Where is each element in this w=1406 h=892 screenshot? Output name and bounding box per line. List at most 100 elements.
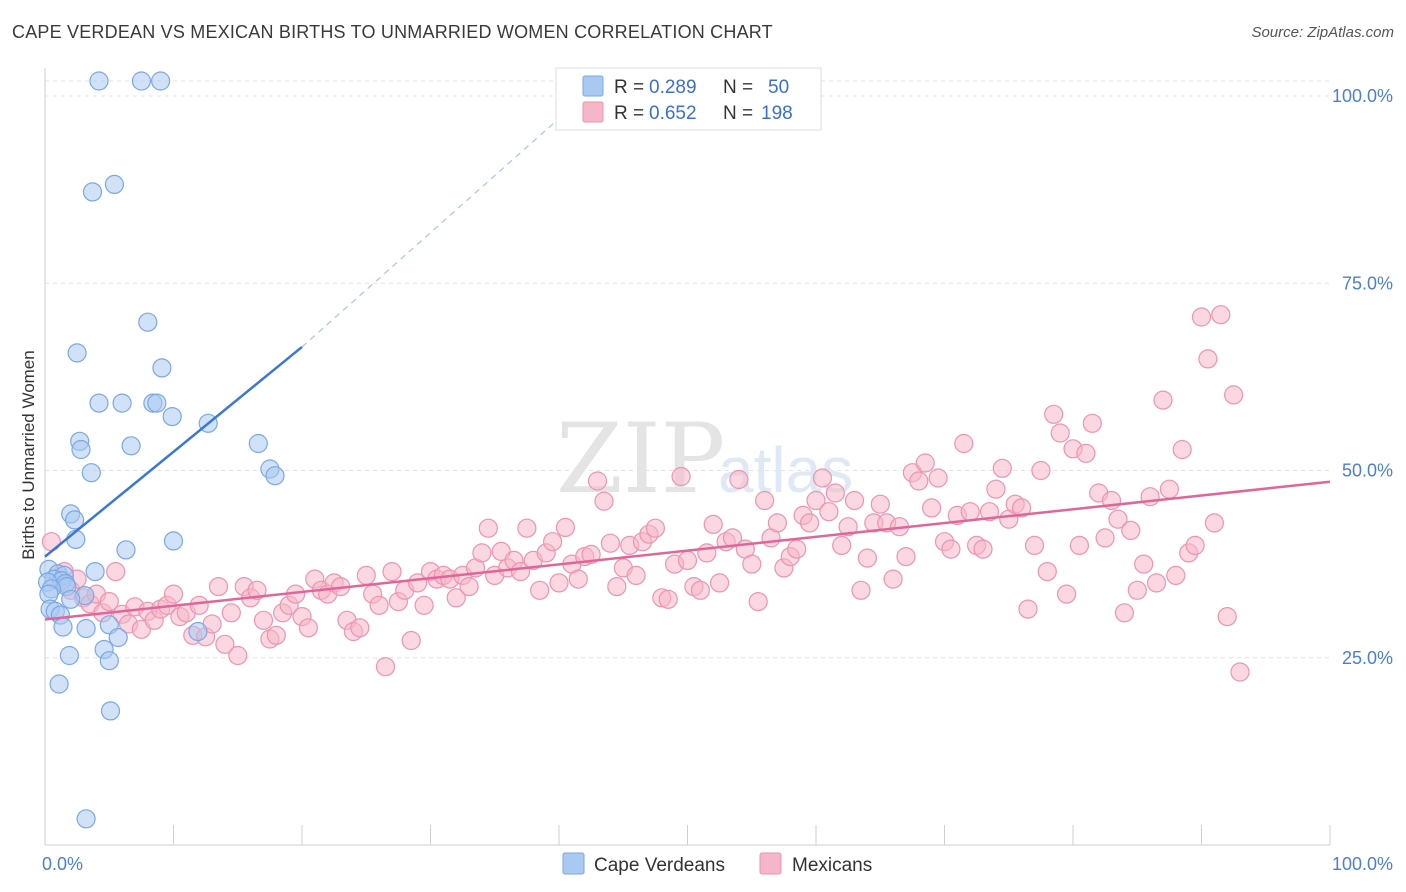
point-mexicans <box>851 580 871 600</box>
point-mexicans <box>896 546 916 567</box>
point-mexicans <box>1069 535 1090 556</box>
point-mexicans <box>870 494 890 514</box>
point-cape-verdeans <box>99 651 119 671</box>
point-mexicans <box>221 603 241 623</box>
point-cape-verdeans <box>151 71 171 91</box>
point-mexicans <box>247 580 267 600</box>
point-mexicans <box>1146 573 1167 593</box>
point-mexicans <box>1076 443 1096 463</box>
point-cape-verdeans <box>89 71 109 91</box>
point-mexicans <box>825 483 845 503</box>
point-mexicans <box>754 490 775 511</box>
point-mexicans <box>838 517 858 537</box>
y-tick-label: 25.0% <box>1342 648 1393 668</box>
point-mexicans <box>1044 404 1064 424</box>
point-mexicans <box>478 518 498 538</box>
point-mexicans <box>555 517 576 538</box>
axes <box>44 68 1331 846</box>
x-tick-label-min: 0.0% <box>42 854 83 874</box>
point-mexicans <box>690 580 711 600</box>
point-mexicans <box>941 539 961 559</box>
point-mexicans <box>1140 487 1160 507</box>
point-mexicans <box>369 595 389 615</box>
point-mexicans <box>446 588 466 608</box>
trend-line-cape-verdeans <box>44 345 303 558</box>
point-mexicans <box>819 502 839 522</box>
point-cape-verdeans <box>82 182 103 202</box>
point-cape-verdeans <box>76 809 96 829</box>
point-mexicans <box>1230 662 1250 682</box>
point-mexicans <box>228 645 248 666</box>
point-mexicans <box>677 550 698 571</box>
point-cape-verdeans <box>49 674 69 694</box>
point-cape-verdeans <box>81 463 101 483</box>
point-mexicans <box>1217 606 1237 627</box>
point-mexicans <box>530 580 550 600</box>
point-cape-verdeans <box>163 531 184 551</box>
legend-swatch-mexicans <box>582 101 604 123</box>
point-mexicans <box>542 532 563 552</box>
legend-r-value: 0.289 <box>649 77 697 98</box>
point-mexicans <box>1134 554 1154 574</box>
point-mexicans <box>1185 535 1205 556</box>
point-mexicans <box>266 625 286 645</box>
point-mexicans <box>356 565 376 586</box>
point-mexicans <box>729 469 749 490</box>
point-mexicans <box>697 543 717 563</box>
legend-n-value: 50 <box>768 77 789 98</box>
point-mexicans <box>1095 528 1115 548</box>
point-mexicans <box>799 513 820 533</box>
legend-swatch-cape-verdeans <box>562 852 585 875</box>
y-tick-labels: 25.0% 50.0% 75.0% 100.0% <box>1332 86 1393 668</box>
point-cape-verdeans <box>71 439 91 460</box>
point-cape-verdeans <box>116 540 136 560</box>
point-mexicans <box>709 573 730 593</box>
x-tick-label-max: 100.0% <box>1332 854 1393 874</box>
point-mexicans <box>472 543 492 563</box>
point-cape-verdeans <box>61 589 81 609</box>
legend-n-value: 198 <box>761 103 793 124</box>
point-mexicans <box>1031 460 1051 481</box>
point-mexicans <box>41 532 62 552</box>
point-cape-verdeans <box>59 645 80 666</box>
point-mexicans <box>382 561 402 582</box>
point-mexicans <box>1223 385 1244 405</box>
point-mexicans <box>549 573 569 593</box>
point-cape-verdeans <box>121 436 141 456</box>
point-mexicans <box>921 498 942 518</box>
y-tick-label: 50.0% <box>1342 461 1393 481</box>
point-mexicans <box>581 544 601 565</box>
point-mexicans <box>1204 513 1225 533</box>
point-cape-verdeans <box>152 358 172 378</box>
point-mexicans <box>414 595 434 615</box>
y-axis-title: Births to Unmarried Women <box>19 350 38 559</box>
point-mexicans <box>106 561 126 582</box>
point-mexicans <box>992 458 1012 478</box>
point-mexicans <box>748 591 768 612</box>
point-mexicans <box>767 513 788 533</box>
chart-title: CAPE VERDEAN VS MEXICAN BIRTHS TO UNMARR… <box>12 22 773 42</box>
correlation-legend: R = 0.289 N = 50 R = 0.652 N = 198 <box>555 67 822 131</box>
point-mexicans <box>928 468 948 488</box>
legend-r-label: R = <box>614 103 644 124</box>
point-cape-verdeans <box>85 561 105 582</box>
point-mexicans <box>600 533 621 553</box>
point-cape-verdeans <box>76 618 96 639</box>
point-mexicans <box>658 589 678 609</box>
point-mexicans <box>883 569 903 589</box>
trend-extension-cape-verdeans <box>301 118 560 348</box>
point-mexicans <box>960 502 980 522</box>
point-mexicans <box>517 518 537 538</box>
point-cape-verdeans <box>162 407 182 427</box>
point-cape-verdeans <box>112 393 132 413</box>
point-mexicans <box>99 591 119 612</box>
point-mexicans <box>350 618 370 638</box>
point-mexicans <box>787 539 807 559</box>
point-cape-verdeans <box>108 627 128 648</box>
point-mexicans <box>703 514 723 535</box>
series-legend: Cape Verdeans Mexicans <box>562 852 872 876</box>
point-mexicans <box>1172 439 1192 460</box>
point-mexicans <box>1108 509 1128 529</box>
legend-r-value: 0.652 <box>649 103 697 124</box>
